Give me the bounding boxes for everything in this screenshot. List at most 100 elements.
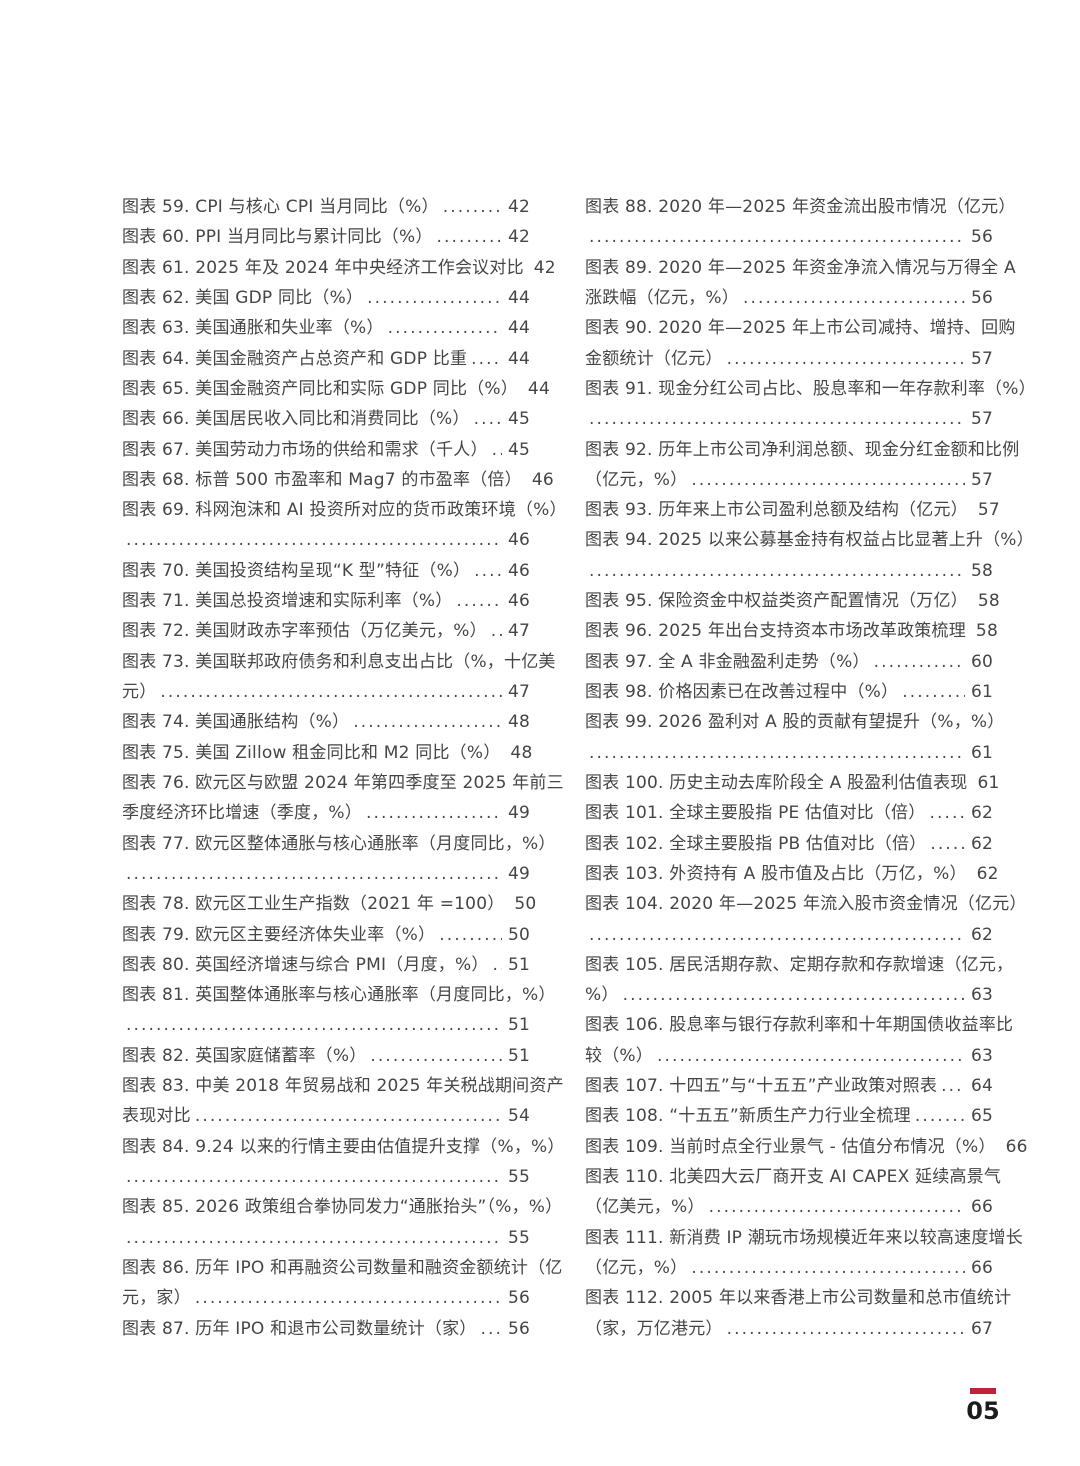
toc-entry-text: 图表 95. 保险资金中权益类资产配置情况（万亿） (585, 591, 968, 612)
toc-entry: 图表 59. CPI 与核心 CPI 当月同比（%） 42 (122, 192, 530, 222)
toc-entry: 图表 70. 美国投资结构呈现“K 型”特征（%） 46 (122, 556, 530, 586)
toc-entry: 图表 103. 外资持有 A 股市值及占比（万亿，%） 62 (585, 859, 999, 889)
toc-entry: 图表 65. 美国金融资产同比和实际 GDP 同比（%） 44 (122, 374, 550, 404)
toc-entry-text-line: 图表 99. 2026 盈利对 A 股的贡献有望提升（%，%） (585, 712, 1005, 733)
toc-entry-page-number: 58 (970, 560, 993, 581)
toc-entry: 图表 61. 2025 年及 2024 年中央经济工作会议对比 42 (122, 253, 556, 283)
toc-entry-last-line: 图表 108. “十五五”新质生产力行业全梳理 65 (585, 1101, 993, 1131)
toc-entry-page-number: 56 (507, 1288, 530, 1309)
dot-leader (367, 283, 502, 313)
toc-entry-text-line: 图表 105. 居民活期存款、定期存款和存款增速（亿元， (585, 954, 1014, 975)
toc-entry: 图表 112. 2005 年以来香港上市公司数量和总市值统计 （家，万亿港元） 67 (585, 1283, 1011, 1344)
toc-entry-last-line: 图表 72. 美国财政赤字率预估（万亿美元，%） 47 (122, 616, 530, 646)
toc-entry-last-line: 元） 47 (122, 677, 530, 707)
toc-entry-text-line: 图表 77. 欧元区整体通胀与核心通胀率（月度同比，%） (122, 833, 556, 854)
toc-entry-last-line: 表现对比 54 (122, 1101, 530, 1131)
toc-entry-page-number: 44 (507, 318, 530, 339)
toc-entry: 图表 107. 十四五”与“十五五”产业政策对照表 64 (585, 1071, 993, 1101)
toc-entry-text: 图表 64. 美国金融资产占总资产和 GDP 比重 (122, 348, 468, 369)
dot-leader (589, 738, 965, 768)
toc-entry: 图表 60. PPI 当月同比与累计同比（%） 42 (122, 222, 530, 252)
dot-leader (456, 586, 502, 616)
toc-entry-text-line: 图表 69. 科网泡沫和 AI 投资所对应的货币政策环境（%） (122, 500, 567, 521)
toc-entry-page-number: 56 (970, 227, 993, 248)
toc-entry-page-number: 49 (507, 863, 530, 884)
toc-entry: 图表 91. 现金分红公司占比、股息率和一年存款利率（%） 57 (585, 374, 1036, 435)
dot-leader (195, 1101, 502, 1131)
toc-entry-page-number: 67 (970, 1318, 993, 1339)
toc-entry-page-number: 66 (970, 1197, 993, 1218)
toc-entry-page-number: 50 (514, 894, 537, 915)
toc-entry-page-number: 46 (507, 591, 530, 612)
toc-entry-text: 图表 102. 全球主要股指 PB 估值对比（倍） (585, 833, 927, 854)
toc-entry-text-line: 图表 110. 北美四大云厂商开支 AI CAPEX 延续高景气 (585, 1167, 1002, 1187)
toc-entry-page-number: 42 (507, 197, 530, 217)
toc-entry: 图表 110. 北美四大云厂商开支 AI CAPEX 延续高景气 （亿美元，%） 6… (585, 1162, 1002, 1223)
toc-entry-last-line: 图表 101. 全球主要股指 PE 估值对比（倍） 62 (585, 798, 993, 828)
dot-leader (743, 283, 965, 313)
toc-entry-text: 图表 61. 2025 年及 2024 年中央经济工作会议对比 (122, 257, 524, 278)
toc-entry-text-line: 图表 89. 2020 年—2025 年资金净流入情况与万得全 A (585, 257, 1016, 278)
toc-entry: 图表 93. 历年来上市公司盈利总额及结构（亿元） 57 (585, 495, 1000, 525)
toc-entry-last-line: 图表 103. 外资持有 A 股市值及占比（万亿，%） 62 (585, 859, 999, 889)
dot-leader (471, 344, 502, 374)
toc-entry-text: 图表 67. 美国劳动力市场的供给和需求（千人） (122, 439, 488, 460)
dot-leader (915, 1101, 965, 1131)
toc-entry-text-line: 图表 73. 美国联邦政府债务和利息支出占比（%，十亿美 (122, 651, 556, 672)
toc-entry-last-line: 图表 80. 英国经济增速与综合 PMI（月度，%） 51 (122, 950, 530, 980)
toc-entry-last-line: 图表 70. 美国投资结构呈现“K 型”特征（%） 46 (122, 556, 530, 586)
toc-entry-page-number: 55 (507, 1167, 530, 1187)
toc-entry-text: 表现对比 (122, 1106, 191, 1127)
dot-leader (353, 707, 502, 737)
toc-entry-text: 图表 87. 历年 IPO 和退市公司数量统计（家） (122, 1318, 477, 1339)
toc-entry: 图表 104. 2020 年—2025 年流入股市资金情况（亿元） 62 (585, 889, 1026, 950)
toc-entry-text: （亿美元，%） (585, 1197, 705, 1218)
toc-entry-page-number: 65 (970, 1106, 993, 1127)
toc-entry-text-line: 图表 84. 9.24 以来的行情主要由估值提升支撑（%，%） (122, 1136, 565, 1157)
toc-entry-last-line: 图表 82. 英国家庭储蓄率（%） 51 (122, 1041, 530, 1071)
dot-leader (929, 798, 964, 828)
dot-leader (474, 404, 502, 434)
toc-entry: 图表 62. 美国 GDP 同比（%） 44 (122, 283, 530, 313)
toc-entry-text: 图表 93. 历年来上市公司盈利总额及结构（亿元） (585, 500, 968, 521)
toc-entry-text: 图表 79. 欧元区主要经济体失业率（%） (122, 924, 436, 945)
dot-leader (874, 647, 965, 677)
toc-entry: 图表 109. 当前时点全行业景气 - 估值分布情况（%） 66 (585, 1132, 1027, 1162)
toc-entry-last-line: 46 (122, 525, 530, 555)
toc-entry-text: 图表 59. CPI 与核心 CPI 当月同比（%） (122, 197, 439, 217)
toc-entry-last-line: 图表 64. 美国金融资产占总资产和 GDP 比重 44 (122, 344, 530, 374)
toc-entry-page-number: 63 (970, 985, 993, 1006)
toc-entry-last-line: 图表 66. 美国居民收入同比和消费同比（%） 45 (122, 404, 530, 434)
dot-leader (491, 616, 502, 646)
toc-entry-last-line: 图表 79. 欧元区主要经济体失业率（%） 50 (122, 920, 530, 950)
toc-entry: 图表 72. 美国财政赤字率预估（万亿美元，%） 47 (122, 616, 530, 646)
toc-entry: 图表 96. 2025 年出台支持资本市场改革政策梳理 58 (585, 616, 998, 646)
toc-entry-last-line: 56 (585, 222, 993, 252)
toc-entry-page-number: 57 (970, 469, 993, 490)
toc-entry-last-line: 图表 59. CPI 与核心 CPI 当月同比（%） 42 (122, 192, 530, 222)
toc-entry-page-number: 62 (976, 863, 999, 884)
dot-leader (930, 829, 965, 859)
toc-entry-page-number: 44 (527, 378, 550, 399)
dot-leader (691, 465, 965, 495)
toc-entry: 图表 82. 英国家庭储蓄率（%） 51 (122, 1041, 530, 1071)
toc-entry-page-number: 44 (507, 348, 530, 369)
toc-entry-text: 图表 60. PPI 当月同比与累计同比（%） (122, 227, 433, 248)
toc-entry-last-line: 图表 74. 美国通胀结构（%） 48 (122, 707, 530, 737)
toc-entry-text: 图表 97. 全 A 非金融盈利走势（%） (585, 651, 870, 672)
toc-entry-page-number: 56 (507, 1318, 530, 1339)
toc-entry-text-line: 图表 86. 历年 IPO 和再融资公司数量和融资金额统计（亿 (122, 1257, 563, 1278)
dot-leader (195, 1283, 502, 1313)
toc-entry-last-line: 金额统计（亿元） 57 (585, 344, 993, 374)
toc-entry-text: 元，家） (122, 1288, 191, 1309)
toc-entry-last-line: 51 (122, 1010, 530, 1040)
toc-entry-page-number: 62 (970, 833, 993, 854)
toc-entry: 图表 111. 新消费 IP 潮玩市场规模近年来以较高速度增长 （亿元，%） 66 (585, 1223, 1023, 1284)
toc-entry-page-number: 62 (970, 803, 993, 824)
toc-entry-page-number: 49 (507, 803, 530, 824)
toc-entry: 图表 76. 欧元区与欧盟 2024 年第四季度至 2025 年前三 季度经济环比… (122, 768, 564, 829)
toc-entry-page-number: 46 (531, 469, 554, 490)
toc-column: 图表 59. CPI 与核心 CPI 当月同比（%） 42 图表 60. PPI 当… (122, 192, 567, 1344)
dot-leader (727, 1314, 965, 1344)
